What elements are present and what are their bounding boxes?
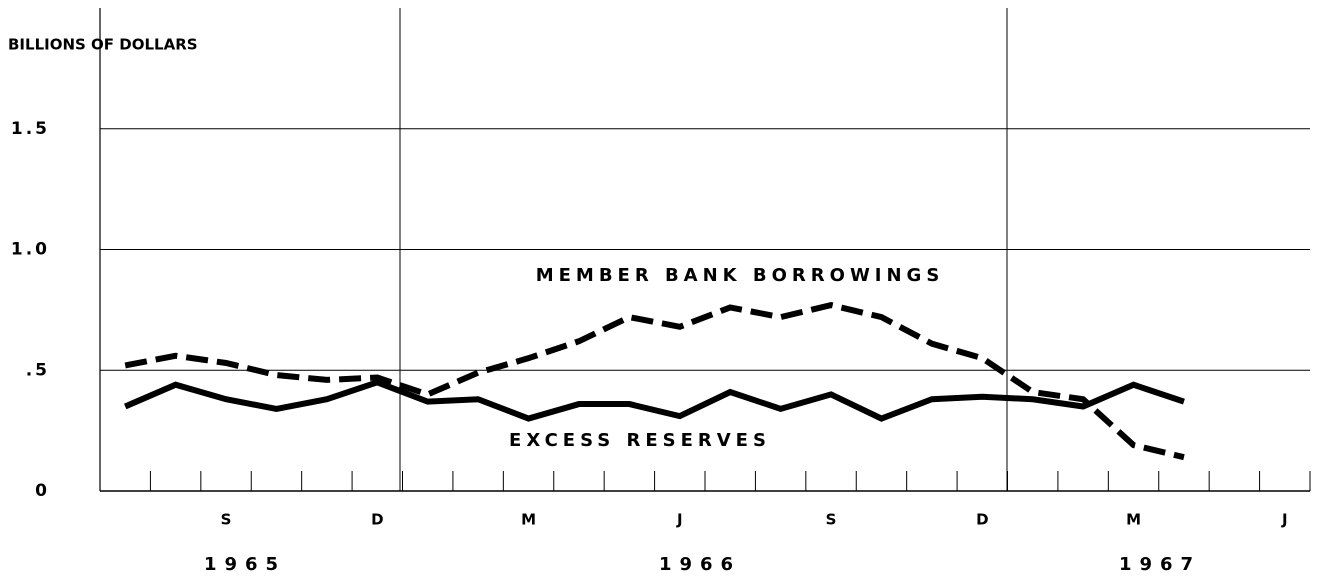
year-label: 1967 <box>1119 554 1201 575</box>
x-tick-label: D <box>976 511 988 529</box>
x-tick-label: J <box>1281 511 1288 529</box>
x-tick-label: D <box>371 511 383 529</box>
y-axis-label: BILLIONS OF DOLLARS <box>8 36 198 54</box>
x-tick-label: S <box>221 511 232 529</box>
year-label: 1966 <box>659 554 741 575</box>
series-label: EXCESS RESERVES <box>509 430 771 451</box>
x-tick-label: S <box>826 511 837 529</box>
x-tick-label: M <box>521 511 536 529</box>
year-label: 1965 <box>204 554 286 575</box>
series-label: MEMBER BANK BORROWINGS <box>536 265 945 286</box>
series-line <box>124 379 1185 422</box>
y-tick-label: 1.5 <box>11 119 50 139</box>
y-tick-label: 0 <box>35 481 50 501</box>
y-tick-label: 1.0 <box>11 240 50 260</box>
y-tick-label: .5 <box>26 360 50 380</box>
x-tick-label: M <box>1126 511 1141 529</box>
x-tick-label: J <box>676 511 683 529</box>
